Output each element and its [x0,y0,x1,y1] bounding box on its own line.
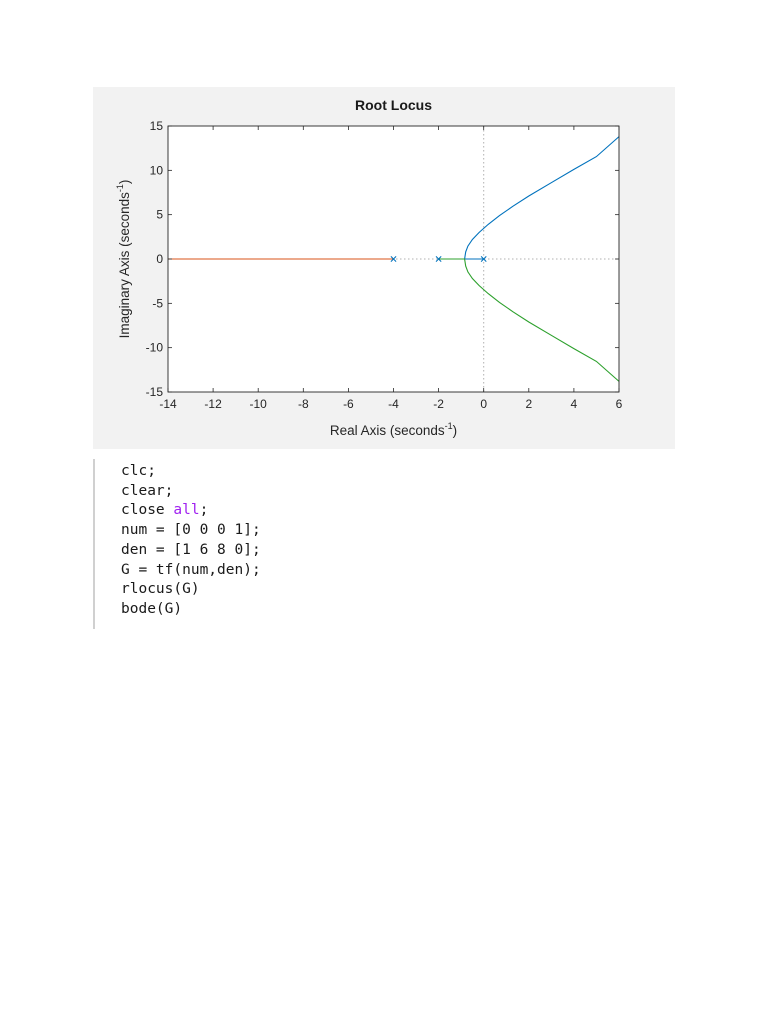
code-line: G = tf(num,den); [121,560,261,580]
pole-marker-1 [390,256,397,262]
code-text: rlocus(G) [121,581,200,598]
code-text: clc; [121,463,156,479]
locus-branch-1 [463,136,620,260]
code-line: den = [1 6 8 0]; [121,540,261,560]
x-tick-label: 6 [616,397,623,411]
x-tick-label: -4 [388,397,399,411]
y-axis-label-main: Imaginary Axis (seconds [117,192,132,339]
x-axis-label: Real Axis (seconds-1) [330,421,457,438]
chart-title: Root Locus [355,97,432,113]
pole-marker-2 [435,256,442,262]
code-line: clc; [121,461,156,481]
code-keyword: all [173,502,200,519]
code-text: ; [199,502,209,519]
code-line: clear; [121,481,173,501]
y-axis-label: Imaginary Axis (seconds-1) [115,180,132,339]
locus-branch-2 [438,258,620,382]
code-block: clc; clear; close all; num = [0 0 0 1]; den … [93,459,655,629]
y-tick-label: -5 [152,296,163,310]
code-line: bode(G) [121,599,182,619]
code-text: G = tf(num,den); [121,561,261,578]
y-tick-label: 10 [150,163,164,177]
x-axis-label-sup: -1 [445,421,453,431]
y-axis-label-sup: -1 [115,184,125,192]
code-text: close [121,502,174,519]
x-tick-label: -6 [343,397,354,411]
pole-marker-3 [480,256,487,262]
code-text: clear; [121,482,174,499]
root-locus-chart: -14 -12 -10 -8 -6 -4 -2 0 2 4 6 -15 -10 -5 0 5 10 15 Root … [115,97,623,438]
x-tick-label: -8 [298,397,309,411]
code-text: bode(G) [121,600,183,617]
x-axis-label-main: Real Axis (seconds [330,423,445,438]
x-tick-label: 0 [480,397,487,411]
code-line: rlocus(G) [121,579,200,599]
x-tick-label: -12 [204,397,222,411]
x-tick-label: 4 [571,397,578,411]
x-tick-label: -14 [159,397,177,411]
y-axis-label-end: ) [117,180,132,185]
y-tick-label: 0 [156,252,163,266]
figure-panel: -14 -12 -10 -8 -6 -4 -2 0 2 4 6 -15 -10 -5 0 5 10 15 Root … [93,87,675,449]
code-line: num = [0 0 0 1]; [121,520,261,540]
x-tick-label: -2 [433,397,444,411]
y-tick-label: -10 [146,341,164,355]
code-text: den = [1 6 8 0]; [121,541,261,558]
code-line: close all; [121,500,208,520]
y-tick-label: 5 [156,208,163,222]
code-text: num = [0 0 0 1]; [121,522,261,539]
x-tick-label: -10 [250,397,268,411]
y-tick-label: 15 [150,119,164,133]
y-tick-label: -15 [146,385,164,399]
x-tick-label: 2 [525,397,532,411]
x-axis-label-end: ) [453,423,458,438]
